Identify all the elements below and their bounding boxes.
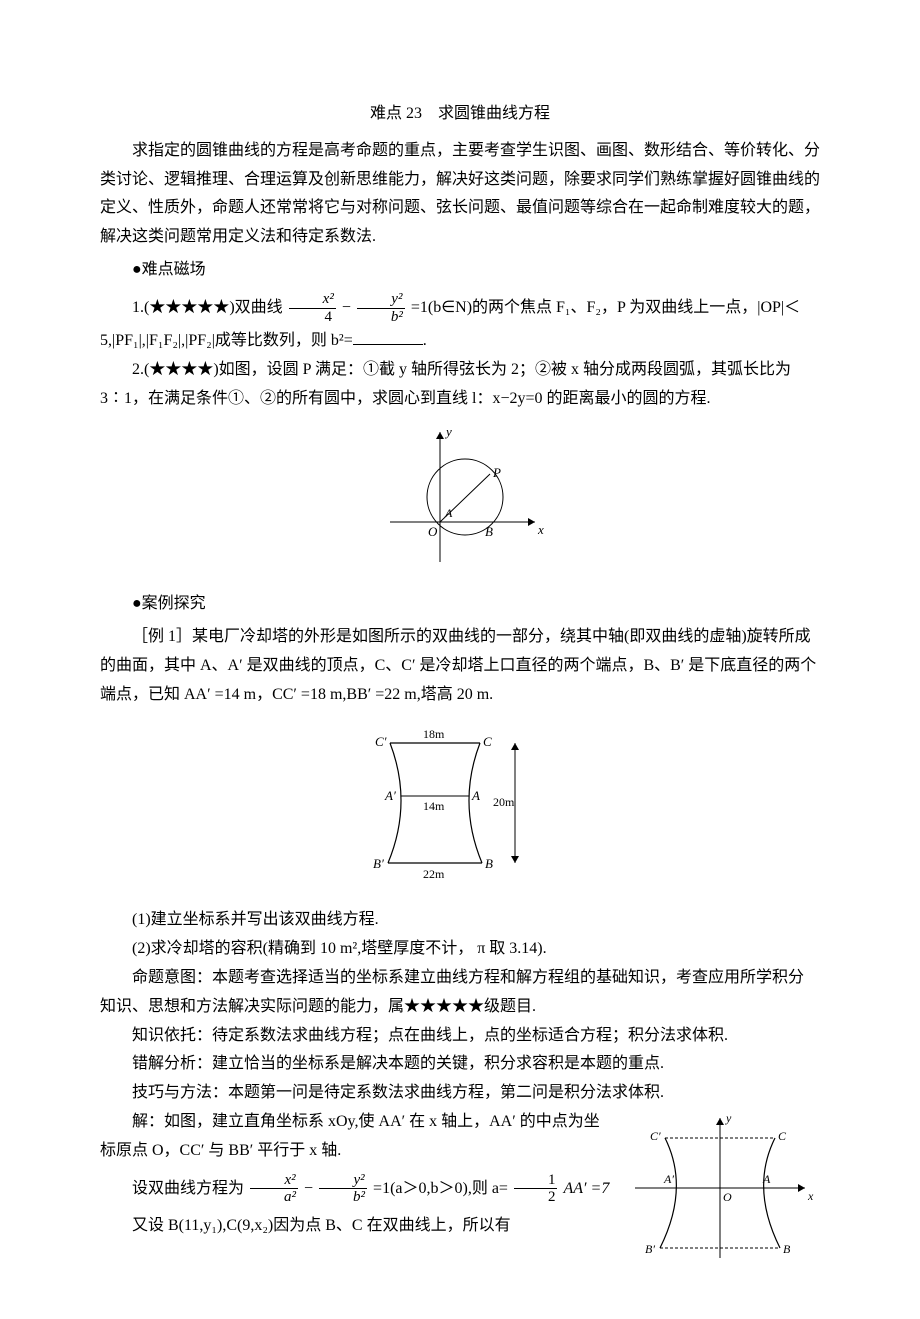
section-nandian: ●难点磁场 <box>100 256 820 285</box>
fig2-20m: 20m <box>493 795 515 809</box>
question-2: 2.(★★★★)如图，设圆 P 满足：①截 y 轴所得弦长为 2；②被 x 轴分… <box>100 356 820 414</box>
fig1-A: A <box>444 506 453 520</box>
example1-zhishi: 知识依托：待定系数法求曲线方程；点在曲线上，点的坐标适合方程；积分法求体积. <box>100 1022 820 1051</box>
figure-2: C′ C A′ A B′ B 18m 14m 22m 20m <box>100 718 820 899</box>
fig3-O: O <box>723 1190 732 1204</box>
minus: − <box>342 299 351 316</box>
q1-period: . <box>423 332 427 349</box>
example1-p1: ［例 1］某电厂冷却塔的外形是如图所示的双曲线的一部分，绕其中轴(即双曲线的虚轴… <box>100 623 820 709</box>
example1-q2: (2)求冷却塔的容积(精确到 10 m²,塔壁厚度不计， π 取 3.14). <box>100 935 820 964</box>
q1-blank <box>353 328 423 345</box>
fig3-Bp: B′ <box>645 1242 655 1256</box>
fig3-C: C <box>778 1129 787 1143</box>
page-title: 难点 23 求圆锥曲线方程 <box>100 100 820 129</box>
fig1-O: O <box>428 524 438 539</box>
question-1-line2: 5,|PF₁|,|F₁F₂|,|PF₂|成等比数列，则 b²=. <box>100 327 820 356</box>
jie2-pre: 设双曲线方程为 <box>132 1180 244 1197</box>
fig2-18m: 18m <box>423 727 445 741</box>
fig1-B: B <box>485 524 493 539</box>
example1-q1: (1)建立坐标系并写出该双曲线方程. <box>100 906 820 935</box>
q1-frac2: y² b² <box>357 291 405 325</box>
question-1-line1: 1.(★★★★★)双曲线 x² 4 − y² b² =1(b∈N)的两个焦点 F… <box>100 289 820 327</box>
jie2-frac3: 1 2 <box>514 1172 558 1206</box>
fig2-22m: 22m <box>423 867 445 881</box>
fig1-y: y <box>444 424 452 439</box>
figure-1: x y O A B P <box>100 422 820 583</box>
q1-mid: =1(b∈N)的两个焦点 F₁、F₂，P 为双曲线上一点，|OP|＜ <box>411 299 800 316</box>
fig2-Ap: A′ <box>384 788 396 803</box>
q1-frac1-num: x² <box>289 291 336 309</box>
fig2-14m: 14m <box>423 799 445 813</box>
fig3-y: y <box>725 1111 732 1125</box>
fig3-Cp: C′ <box>650 1129 661 1143</box>
figure-3: x y O C′ C A′ A B′ B <box>620 1108 820 1279</box>
fig2-A: A <box>471 788 480 803</box>
q1-l2-text: 5,|PF₁|,|F₁F₂|,|PF₂|成等比数列，则 b²= <box>100 332 353 349</box>
intro-paragraph: 求指定的圆锥曲线的方程是高考命题的重点，主要考查学生识图、画图、数形结合、等价转… <box>100 137 820 252</box>
example1-jiqiao: 技巧与方法：本题第一问是待定系数法求曲线方程，第二问是积分法求体积. <box>100 1079 820 1108</box>
fig3-B: B <box>783 1242 791 1256</box>
jie2-frac1: x² a² <box>250 1172 298 1206</box>
q1-frac2-den: b² <box>357 309 405 326</box>
fig2-B: B <box>485 856 493 871</box>
q1-frac1-den: 4 <box>289 309 336 326</box>
jie2-frac2: y² b² <box>319 1172 367 1206</box>
q1-prefix: 1.(★★★★★)双曲线 <box>132 299 283 316</box>
section-anli: ●案例探究 <box>100 590 820 619</box>
example1-cuojie: 错解分析：建立恰当的坐标系是解决本题的关键，积分求容积是本题的重点. <box>100 1050 820 1079</box>
q1-frac2-num: y² <box>357 291 405 309</box>
example1-yituo: 命题意图：本题考查选择适当的坐标系建立曲线方程和解方程组的基础知识，考查应用所学… <box>100 964 820 1022</box>
fig3-Ap: A′ <box>663 1172 674 1186</box>
fig2-Cp: C′ <box>375 734 387 749</box>
fig2-C: C <box>483 734 492 749</box>
fig3-A: A <box>762 1172 771 1186</box>
q1-frac1: x² 4 <box>289 291 336 325</box>
fig2-Bp: B′ <box>373 856 384 871</box>
fig3-x: x <box>807 1189 814 1203</box>
ex1-yituo-text: 命题意图： <box>132 969 212 986</box>
fig1-x: x <box>537 522 544 537</box>
fig1-P: P <box>492 465 501 480</box>
